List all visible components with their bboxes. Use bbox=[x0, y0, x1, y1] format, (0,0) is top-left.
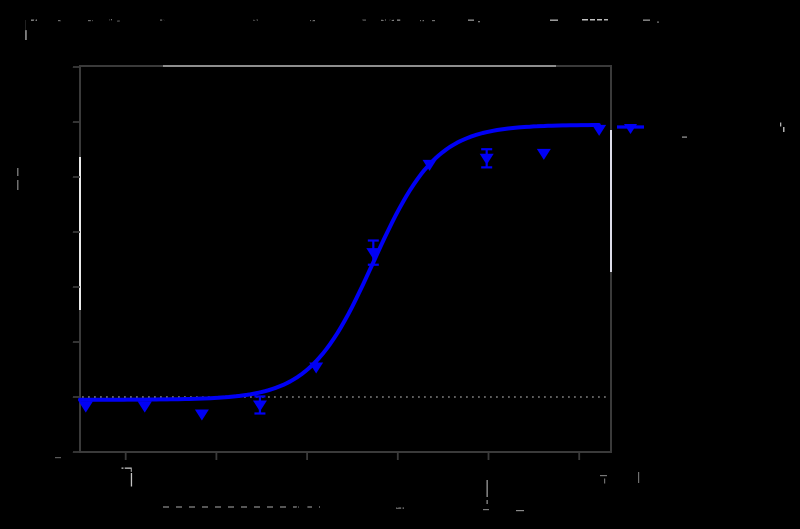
data-point-marker bbox=[536, 148, 551, 160]
data-point-marker bbox=[78, 401, 93, 413]
text-remnant bbox=[582, 19, 588, 21]
text-remnant bbox=[25, 20, 27, 40]
text-remnant bbox=[783, 127, 785, 132]
text-remnant bbox=[88, 20, 93, 22]
text-remnant bbox=[604, 478, 606, 484]
chart-title: [Agonist] vs. normalized response -- Var… bbox=[24, 13, 467, 33]
y-axis-label: Normalized response bbox=[0, 182, 17, 340]
y-tick-label: 20 bbox=[57, 334, 74, 349]
y-tick-label: 0 bbox=[65, 389, 74, 404]
text-remnant bbox=[130, 467, 133, 487]
text-remnant bbox=[389, 19, 394, 21]
x-tick-label: -8 bbox=[391, 462, 405, 477]
text-remnant bbox=[55, 457, 61, 459]
text-remnant bbox=[253, 19, 258, 21]
text-remnant bbox=[643, 19, 650, 21]
text-remnant bbox=[381, 19, 386, 21]
y-tick-label: 80 bbox=[57, 169, 74, 184]
text-remnant bbox=[468, 19, 474, 21]
text-remnant bbox=[590, 19, 595, 21]
text-remnant bbox=[397, 19, 401, 21]
x-tick-label: -10 bbox=[205, 462, 227, 477]
text-remnant bbox=[58, 20, 62, 22]
text-remnant bbox=[780, 122, 782, 127]
data-point-marker bbox=[194, 409, 209, 421]
y-tick-label: 120 bbox=[49, 59, 74, 74]
text-remnant bbox=[604, 19, 608, 21]
legend-label: Test compound bbox=[652, 119, 755, 135]
text-remnant bbox=[420, 20, 424, 22]
text-remnant bbox=[486, 500, 488, 504]
fit-curve bbox=[78, 123, 601, 402]
data-point-marker bbox=[137, 401, 152, 413]
x-tick-label: -9 bbox=[300, 462, 314, 477]
text-remnant bbox=[486, 480, 488, 497]
text-remnant bbox=[396, 507, 404, 509]
text-remnant bbox=[31, 19, 37, 21]
text-remnant bbox=[478, 21, 480, 23]
text-remnant bbox=[362, 19, 366, 21]
text-remnant bbox=[121, 467, 132, 469]
data-point-marker bbox=[479, 153, 494, 165]
text-remnant bbox=[17, 168, 19, 176]
y-tick-label: 60 bbox=[57, 224, 74, 239]
text-remnant bbox=[516, 510, 524, 512]
x-axis-label: log [Agonist], M bbox=[285, 496, 405, 514]
text-remnant bbox=[17, 180, 19, 190]
data-point-marker bbox=[592, 124, 607, 136]
text-remnant bbox=[657, 21, 659, 23]
x-tick-label: -6 bbox=[572, 462, 586, 477]
x-tick-label: -7 bbox=[482, 462, 495, 477]
text-remnant bbox=[682, 136, 687, 138]
text-remnant bbox=[483, 509, 489, 511]
legend-marker-icon bbox=[624, 124, 637, 134]
text-remnant bbox=[638, 472, 640, 483]
text-remnant bbox=[109, 19, 112, 21]
y-tick-label: -20 bbox=[52, 444, 74, 459]
y-tick-label: 100 bbox=[49, 114, 74, 129]
plot-frame bbox=[79, 65, 612, 453]
text-remnant bbox=[432, 20, 435, 22]
data-point-marker bbox=[309, 362, 324, 374]
data-point-marker bbox=[252, 400, 267, 412]
y-tick-label: 40 bbox=[57, 279, 74, 294]
data-point-marker bbox=[366, 248, 381, 260]
x-tick-label: -11 bbox=[115, 462, 137, 477]
data-point-marker bbox=[422, 159, 437, 171]
text-remnant bbox=[117, 20, 121, 22]
text-remnant bbox=[597, 19, 602, 21]
text-remnant bbox=[160, 19, 165, 21]
text-remnant bbox=[550, 19, 558, 21]
text-remnant bbox=[600, 475, 607, 477]
text-remnant bbox=[310, 20, 315, 22]
